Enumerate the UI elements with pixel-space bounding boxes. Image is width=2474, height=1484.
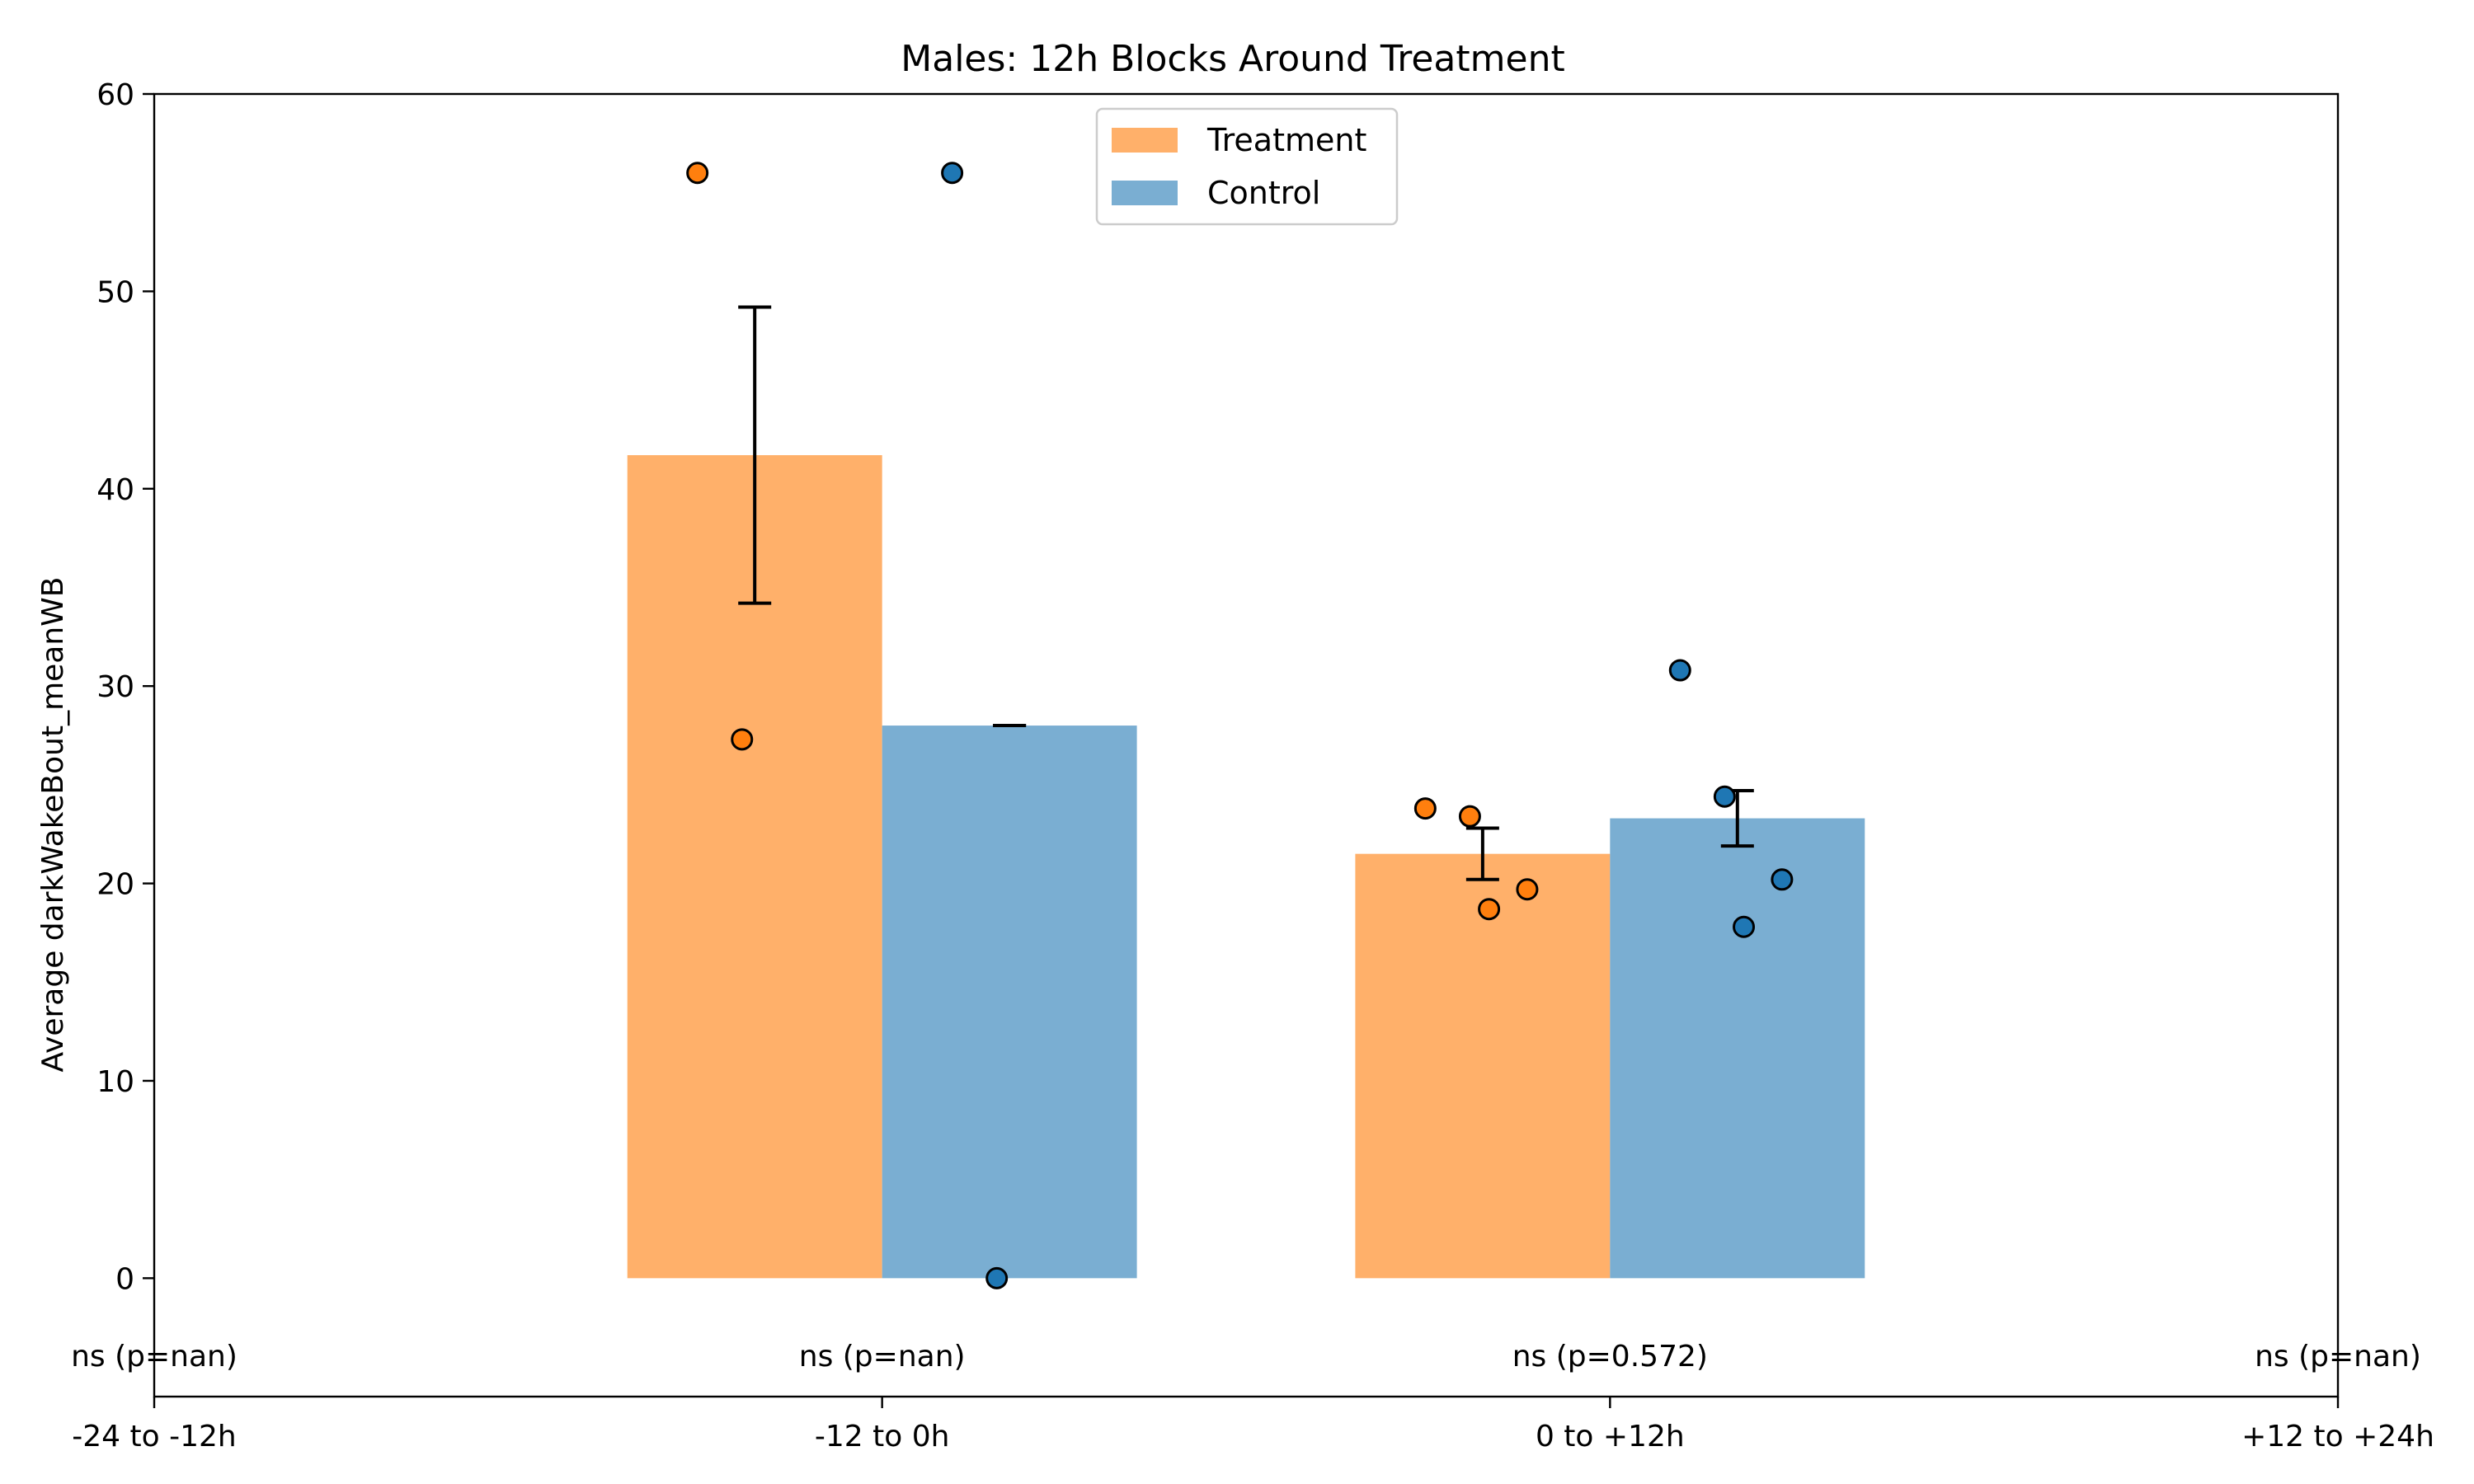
bar-control	[1610, 818, 1865, 1279]
data-point-treatment	[1413, 797, 1437, 820]
data-point-control	[1668, 659, 1691, 682]
data-point-treatment	[686, 162, 709, 185]
bar-treatment	[1355, 853, 1611, 1279]
data-point-control	[1713, 785, 1736, 808]
y-tick-label: 60	[96, 78, 134, 112]
legend-swatch-treatment	[1112, 128, 1178, 153]
significance-annotation: ns (p=nan)	[799, 1340, 966, 1374]
y-tick-label: 50	[96, 275, 134, 309]
x-tick-label: +12 to +24h	[2241, 1420, 2434, 1453]
legend: Treatment Control	[1095, 107, 1399, 226]
legend-label-treatment: Treatment	[1206, 122, 1366, 158]
y-tick-label: 40	[96, 473, 134, 507]
bar-control	[882, 726, 1137, 1279]
data-point-control	[941, 162, 964, 185]
data-point-treatment	[1516, 878, 1539, 901]
data-point-control	[1771, 868, 1794, 891]
x-tick-label: -12 to 0h	[815, 1420, 950, 1453]
y-tick-label: 0	[115, 1262, 134, 1296]
x-tick-label: -24 to -12h	[72, 1420, 236, 1453]
y-tick-label: 10	[96, 1065, 134, 1099]
significance-annotation: ns (p=0.572)	[1512, 1340, 1708, 1374]
y-axis-label: Average darkWakeBout_meanWB	[36, 577, 70, 1073]
data-point-treatment	[1458, 805, 1481, 828]
data-point-control	[1733, 915, 1756, 938]
legend-label-control: Control	[1207, 175, 1320, 211]
y-tick-label: 20	[96, 868, 134, 902]
plot-frame	[153, 92, 2340, 1398]
x-tick-label: 0 to +12h	[1536, 1420, 1685, 1453]
data-point-control	[985, 1266, 1009, 1289]
plot-area: 0 10 20 30 40 50 60 -24 to -12h -12 to 0h 0 to +1…	[71, 78, 2434, 1453]
y-tick-label: 30	[96, 670, 134, 704]
data-point-treatment	[731, 728, 754, 751]
chart-title: Males: 12h Blocks Around Treatment	[901, 38, 1564, 80]
data-point-treatment	[1478, 898, 1501, 921]
legend-swatch-control	[1112, 181, 1178, 205]
